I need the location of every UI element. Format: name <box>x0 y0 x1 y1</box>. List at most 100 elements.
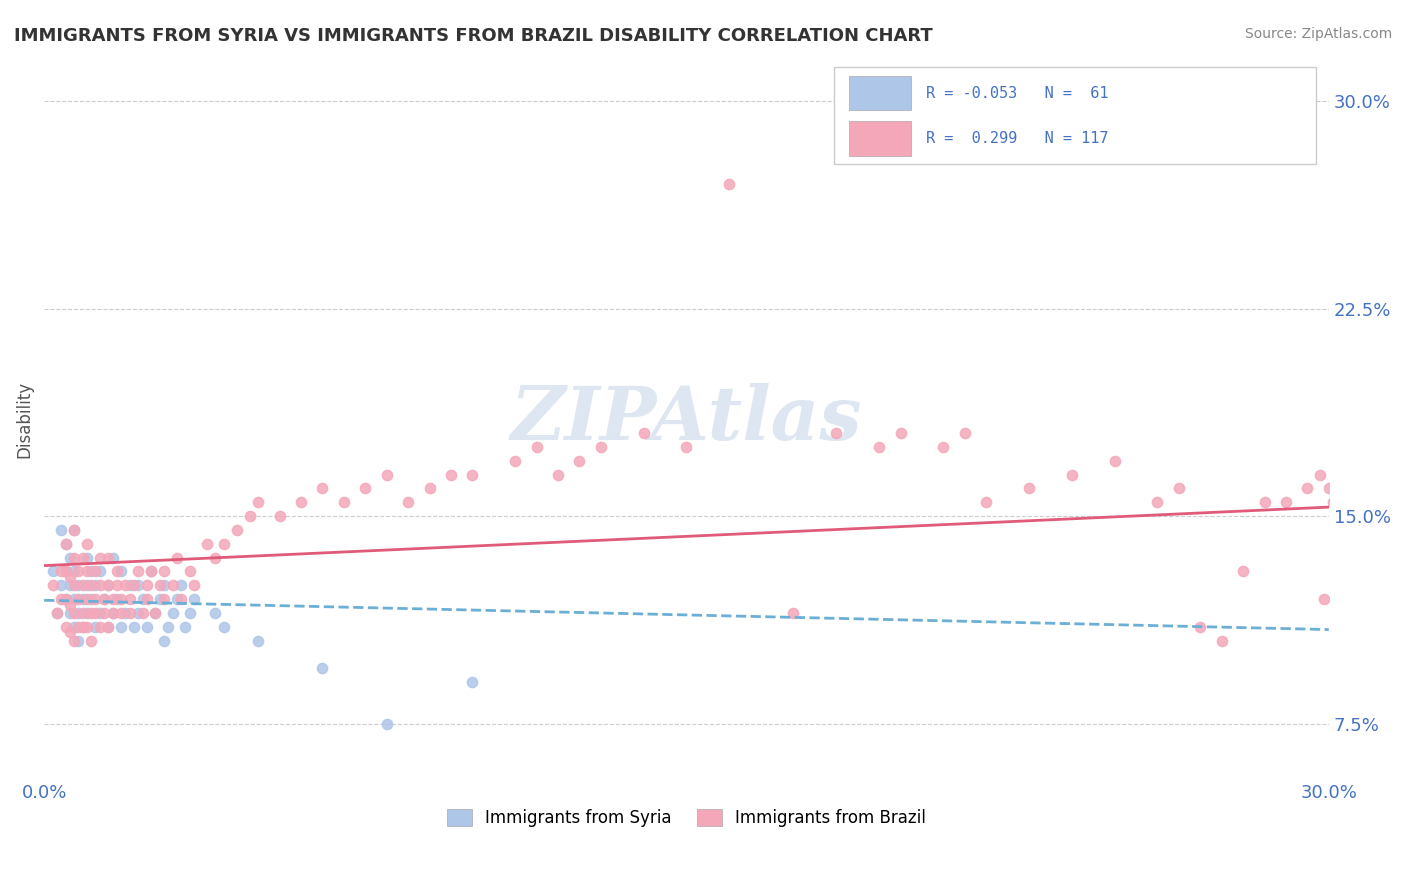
Point <box>1018 482 1040 496</box>
Point <box>1309 467 1331 482</box>
Point <box>1146 495 1168 509</box>
Point <box>55 565 77 579</box>
Point <box>1326 482 1348 496</box>
Point <box>375 716 398 731</box>
Point <box>67 620 90 634</box>
Point <box>76 620 98 634</box>
Point <box>170 578 193 592</box>
Point <box>1104 454 1126 468</box>
Point <box>55 537 77 551</box>
Point <box>89 565 111 579</box>
Point <box>72 606 94 620</box>
Point <box>93 606 115 620</box>
Point <box>183 592 205 607</box>
Point <box>101 550 124 565</box>
Point <box>114 606 136 620</box>
Point <box>114 578 136 592</box>
Point <box>105 592 128 607</box>
Text: IMMIGRANTS FROM SYRIA VS IMMIGRANTS FROM BRAZIL DISABILITY CORRELATION CHART: IMMIGRANTS FROM SYRIA VS IMMIGRANTS FROM… <box>14 27 932 45</box>
Point <box>269 509 291 524</box>
Point <box>72 550 94 565</box>
Point <box>97 620 120 634</box>
Point <box>718 177 741 191</box>
Point <box>1322 495 1344 509</box>
Point <box>204 550 226 565</box>
Point <box>55 537 77 551</box>
Point <box>67 592 90 607</box>
Point <box>67 606 90 620</box>
Point <box>174 620 197 634</box>
Point <box>89 550 111 565</box>
Point <box>1232 565 1254 579</box>
Point <box>953 426 976 441</box>
Point <box>547 467 569 482</box>
Point <box>63 550 86 565</box>
Point <box>122 578 145 592</box>
Point <box>51 565 73 579</box>
Point <box>1330 467 1353 482</box>
Point <box>51 578 73 592</box>
Point <box>503 454 526 468</box>
Point <box>675 440 697 454</box>
Point <box>153 578 176 592</box>
Point <box>55 620 77 634</box>
Point <box>67 565 90 579</box>
Point <box>890 426 912 441</box>
Point <box>105 565 128 579</box>
Point <box>1275 495 1298 509</box>
Point <box>354 482 377 496</box>
Point <box>290 495 312 509</box>
Point <box>101 606 124 620</box>
Point <box>162 606 184 620</box>
Point <box>195 537 218 551</box>
Point <box>1317 482 1340 496</box>
Point <box>127 606 149 620</box>
Point <box>59 606 82 620</box>
Point <box>932 440 955 454</box>
Point <box>170 592 193 607</box>
Point <box>1167 482 1189 496</box>
Point <box>239 509 262 524</box>
Point <box>101 592 124 607</box>
Point <box>93 592 115 607</box>
Point <box>461 467 484 482</box>
Point <box>72 578 94 592</box>
Point <box>141 565 163 579</box>
Point <box>1369 495 1392 509</box>
Point <box>97 620 120 634</box>
Y-axis label: Disability: Disability <box>15 381 32 458</box>
Point <box>80 633 103 648</box>
Point <box>1211 633 1233 648</box>
Point <box>179 565 201 579</box>
Point <box>589 440 612 454</box>
Point <box>118 606 141 620</box>
Point <box>179 606 201 620</box>
Point <box>63 592 86 607</box>
Legend: Immigrants from Syria, Immigrants from Brazil: Immigrants from Syria, Immigrants from B… <box>439 800 935 835</box>
Point <box>166 550 188 565</box>
Point <box>633 426 655 441</box>
Point <box>1189 620 1212 634</box>
Point <box>89 620 111 634</box>
Point <box>59 625 82 640</box>
Point <box>110 620 132 634</box>
Point <box>76 537 98 551</box>
Point <box>149 578 172 592</box>
Point <box>76 592 98 607</box>
Point <box>80 606 103 620</box>
Point <box>84 606 107 620</box>
Point <box>396 495 419 509</box>
Point <box>311 482 333 496</box>
Point <box>974 495 997 509</box>
Point <box>1296 482 1319 496</box>
Point <box>63 578 86 592</box>
Point <box>166 592 188 607</box>
Point <box>145 606 167 620</box>
Point <box>1313 592 1336 607</box>
Point <box>84 592 107 607</box>
Point <box>247 633 270 648</box>
Point <box>63 523 86 537</box>
Point <box>157 620 180 634</box>
Point <box>63 633 86 648</box>
Point <box>568 454 591 468</box>
